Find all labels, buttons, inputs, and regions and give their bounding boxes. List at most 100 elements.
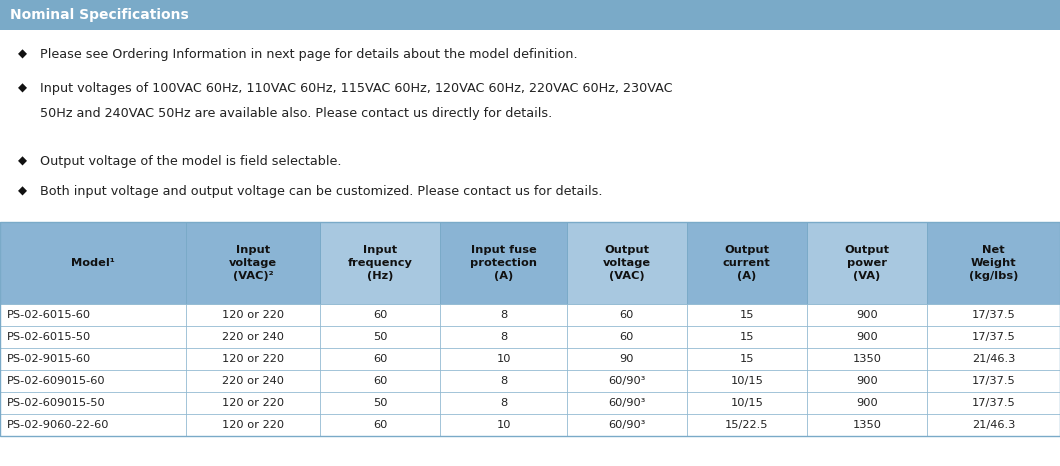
Text: 17/37.5: 17/37.5 [972, 398, 1015, 408]
FancyBboxPatch shape [807, 414, 926, 436]
Text: ◆: ◆ [18, 82, 26, 95]
Text: 15/22.5: 15/22.5 [725, 420, 768, 430]
Text: PS-02-9060-22-60: PS-02-9060-22-60 [7, 420, 109, 430]
FancyBboxPatch shape [441, 370, 566, 392]
Text: Output
current
(A): Output current (A) [723, 245, 771, 281]
FancyBboxPatch shape [687, 392, 807, 414]
FancyBboxPatch shape [807, 392, 926, 414]
Text: Output
power
(VA): Output power (VA) [845, 245, 889, 281]
FancyBboxPatch shape [441, 392, 566, 414]
FancyBboxPatch shape [807, 304, 926, 326]
Text: 50: 50 [373, 398, 388, 408]
Text: ◆: ◆ [18, 185, 26, 198]
Text: 17/37.5: 17/37.5 [972, 376, 1015, 386]
Text: 220 or 240: 220 or 240 [223, 376, 284, 386]
FancyBboxPatch shape [807, 348, 926, 370]
FancyBboxPatch shape [187, 348, 320, 370]
Text: 60: 60 [373, 354, 388, 364]
FancyBboxPatch shape [687, 370, 807, 392]
Text: 1350: 1350 [852, 420, 881, 430]
FancyBboxPatch shape [566, 326, 687, 348]
Text: 60: 60 [373, 420, 388, 430]
Text: 900: 900 [856, 332, 878, 342]
Text: 60: 60 [619, 310, 634, 320]
Text: 60/90³: 60/90³ [607, 420, 646, 430]
Text: 220 or 240: 220 or 240 [223, 332, 284, 342]
Text: 10: 10 [496, 420, 511, 430]
FancyBboxPatch shape [441, 348, 566, 370]
FancyBboxPatch shape [807, 370, 926, 392]
FancyBboxPatch shape [320, 304, 441, 326]
FancyBboxPatch shape [441, 326, 566, 348]
Text: 60/90³: 60/90³ [607, 398, 646, 408]
Text: 900: 900 [856, 310, 878, 320]
Text: 17/37.5: 17/37.5 [972, 310, 1015, 320]
FancyBboxPatch shape [926, 392, 1060, 414]
FancyBboxPatch shape [687, 304, 807, 326]
Text: 60: 60 [619, 332, 634, 342]
Text: 15: 15 [740, 354, 754, 364]
FancyBboxPatch shape [0, 392, 187, 414]
FancyBboxPatch shape [0, 222, 187, 304]
FancyBboxPatch shape [807, 326, 926, 348]
FancyBboxPatch shape [926, 348, 1060, 370]
FancyBboxPatch shape [320, 392, 441, 414]
Text: 900: 900 [856, 376, 878, 386]
Text: ◆: ◆ [18, 155, 26, 168]
FancyBboxPatch shape [320, 348, 441, 370]
FancyBboxPatch shape [0, 414, 187, 436]
FancyBboxPatch shape [320, 222, 441, 304]
Text: Input
frequency
(Hz): Input frequency (Hz) [348, 245, 412, 281]
Text: 120 or 220: 120 or 220 [223, 310, 284, 320]
FancyBboxPatch shape [187, 370, 320, 392]
Text: 900: 900 [856, 398, 878, 408]
FancyBboxPatch shape [0, 304, 187, 326]
FancyBboxPatch shape [0, 348, 187, 370]
FancyBboxPatch shape [320, 370, 441, 392]
FancyBboxPatch shape [687, 326, 807, 348]
Text: Net
Weight
(kg/lbs): Net Weight (kg/lbs) [969, 245, 1019, 281]
Text: 120 or 220: 120 or 220 [223, 398, 284, 408]
FancyBboxPatch shape [926, 414, 1060, 436]
FancyBboxPatch shape [926, 222, 1060, 304]
FancyBboxPatch shape [687, 348, 807, 370]
Text: PS-02-6015-60: PS-02-6015-60 [7, 310, 91, 320]
Text: 50Hz and 240VAC 50Hz are available also. Please contact us directly for details.: 50Hz and 240VAC 50Hz are available also.… [40, 107, 552, 120]
FancyBboxPatch shape [441, 304, 566, 326]
Text: 50: 50 [373, 332, 388, 342]
Text: PS-02-609015-50: PS-02-609015-50 [7, 398, 106, 408]
Text: 8: 8 [500, 398, 507, 408]
Text: 10/15: 10/15 [730, 376, 763, 386]
Text: 21/46.3: 21/46.3 [972, 354, 1015, 364]
Text: 17/37.5: 17/37.5 [972, 332, 1015, 342]
FancyBboxPatch shape [187, 222, 320, 304]
Text: PS-02-6015-50: PS-02-6015-50 [7, 332, 91, 342]
Text: 60: 60 [373, 376, 388, 386]
Text: 8: 8 [500, 332, 507, 342]
FancyBboxPatch shape [566, 348, 687, 370]
Text: 1350: 1350 [852, 354, 881, 364]
Text: Input voltages of 100VAC 60Hz, 110VAC 60Hz, 115VAC 60Hz, 120VAC 60Hz, 220VAC 60H: Input voltages of 100VAC 60Hz, 110VAC 60… [40, 82, 673, 95]
Text: ◆: ◆ [18, 48, 26, 61]
FancyBboxPatch shape [566, 392, 687, 414]
FancyBboxPatch shape [187, 326, 320, 348]
FancyBboxPatch shape [926, 304, 1060, 326]
Text: 90: 90 [619, 354, 634, 364]
FancyBboxPatch shape [0, 326, 187, 348]
Text: 10/15: 10/15 [730, 398, 763, 408]
Text: 15: 15 [740, 332, 754, 342]
Text: Input fuse
protection
(A): Input fuse protection (A) [470, 245, 537, 281]
FancyBboxPatch shape [566, 370, 687, 392]
Text: Please see Ordering Information in next page for details about the model definit: Please see Ordering Information in next … [40, 48, 578, 61]
FancyBboxPatch shape [566, 414, 687, 436]
FancyBboxPatch shape [0, 370, 187, 392]
FancyBboxPatch shape [687, 222, 807, 304]
Text: 8: 8 [500, 376, 507, 386]
FancyBboxPatch shape [441, 222, 566, 304]
FancyBboxPatch shape [320, 414, 441, 436]
Text: 8: 8 [500, 310, 507, 320]
Text: 120 or 220: 120 or 220 [223, 354, 284, 364]
FancyBboxPatch shape [320, 326, 441, 348]
FancyBboxPatch shape [187, 414, 320, 436]
Text: 15: 15 [740, 310, 754, 320]
